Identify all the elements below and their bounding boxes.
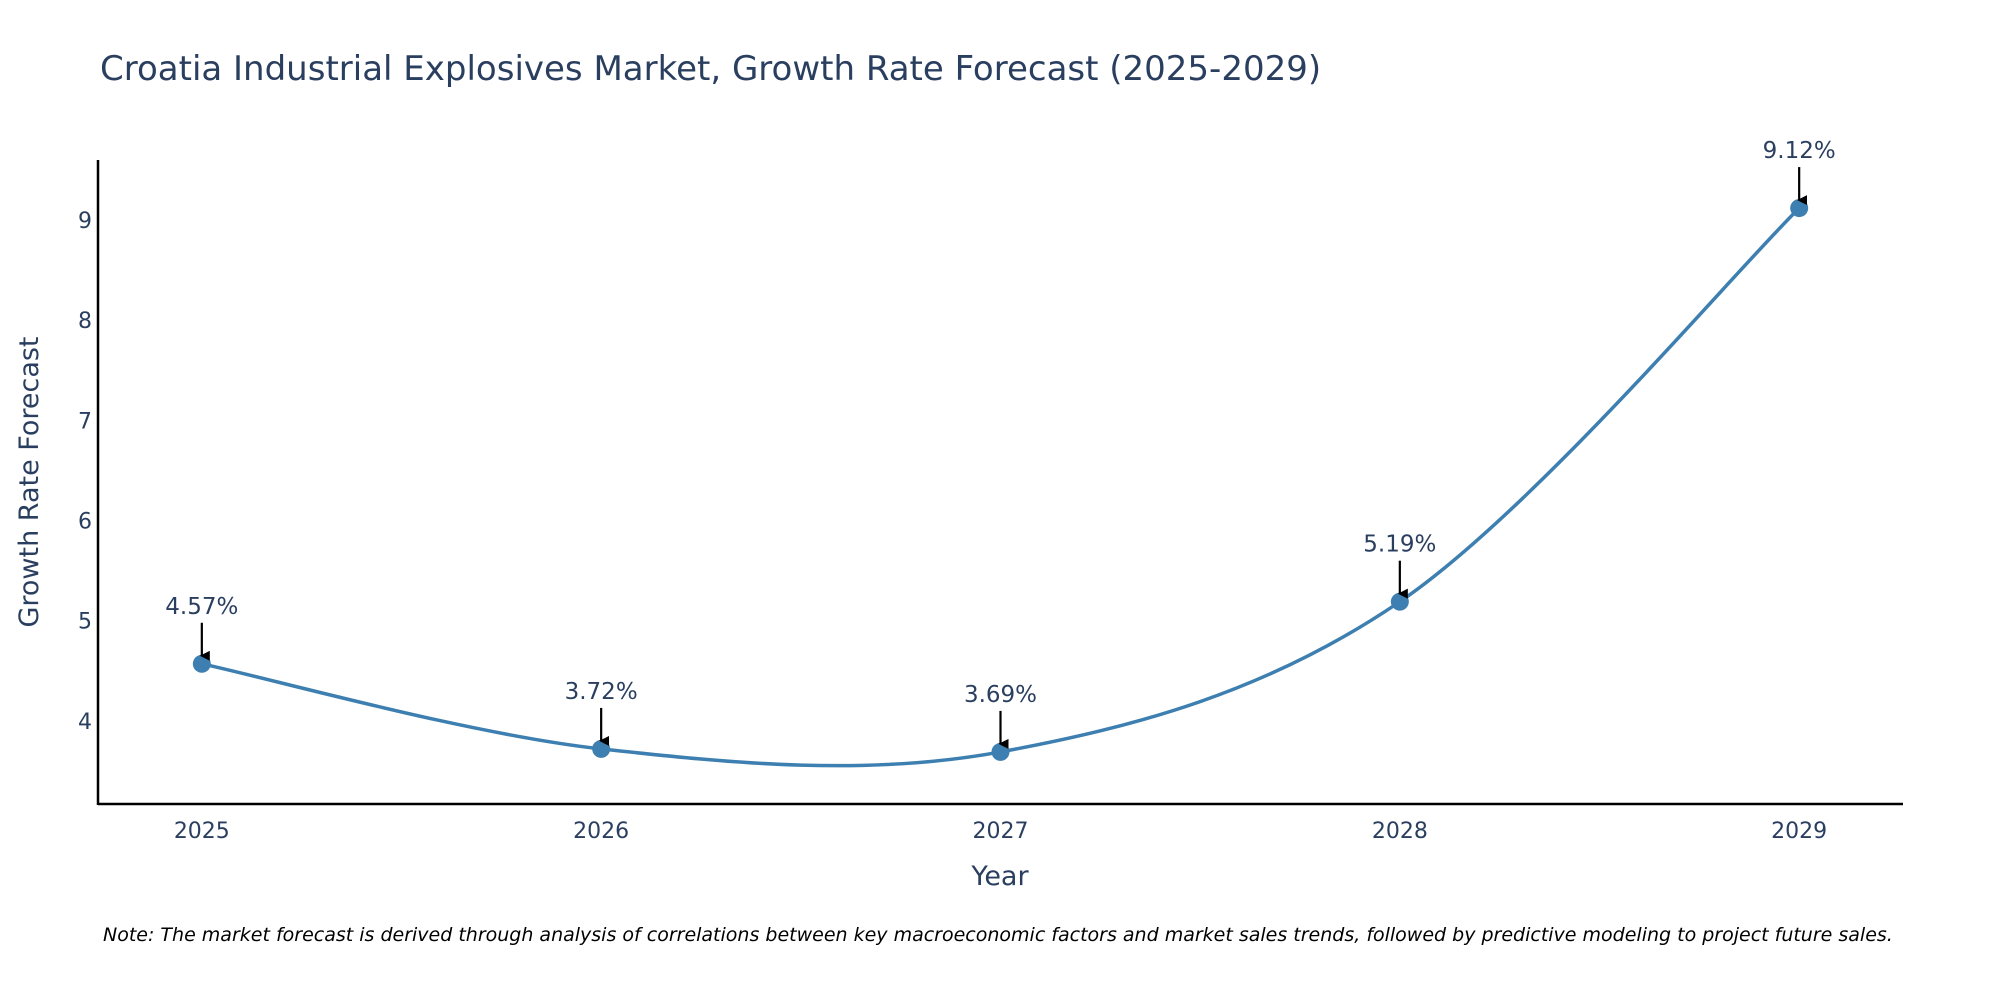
x-tick-label: 2028 <box>1372 819 1428 844</box>
data-label: 5.19% <box>1363 532 1436 558</box>
x-axis-label: Year <box>970 861 1029 892</box>
y-tick-labels: 4 5 6 7 8 9 <box>78 209 92 735</box>
chart-note: Note: The market forecast is derived thr… <box>103 924 1893 946</box>
data-point <box>1390 592 1409 611</box>
data-label: 3.69% <box>964 682 1037 708</box>
data-label: 3.72% <box>565 679 638 705</box>
x-tick-labels: 2025 2026 2027 2028 2029 <box>174 819 1827 844</box>
annotations: 4.57% 3.72% 3.69% 5.19% 9.12% <box>165 138 1836 749</box>
data-point <box>991 742 1010 761</box>
series-line <box>200 206 1801 768</box>
y-tick-label: 7 <box>78 409 92 434</box>
y-tick-label: 8 <box>78 309 92 334</box>
chart-title: Croatia Industrial Explosives Market, Gr… <box>100 49 1321 89</box>
data-point <box>1790 199 1809 218</box>
x-tick-label: 2025 <box>174 819 230 844</box>
x-tick-label: 2029 <box>1771 819 1827 844</box>
y-axis-label: Growth Rate Forecast <box>14 336 45 627</box>
data-label: 4.57% <box>165 594 238 620</box>
data-point <box>192 654 211 673</box>
data-label: 9.12% <box>1763 138 1836 164</box>
y-tick-label: 5 <box>78 610 92 635</box>
data-point <box>592 739 611 758</box>
y-tick-label: 9 <box>78 209 92 234</box>
data-points <box>192 199 1809 761</box>
x-tick-label: 2027 <box>973 819 1029 844</box>
y-tick-label: 6 <box>78 510 92 535</box>
y-tick-label: 4 <box>78 710 92 735</box>
x-tick-label: 2026 <box>573 819 629 844</box>
